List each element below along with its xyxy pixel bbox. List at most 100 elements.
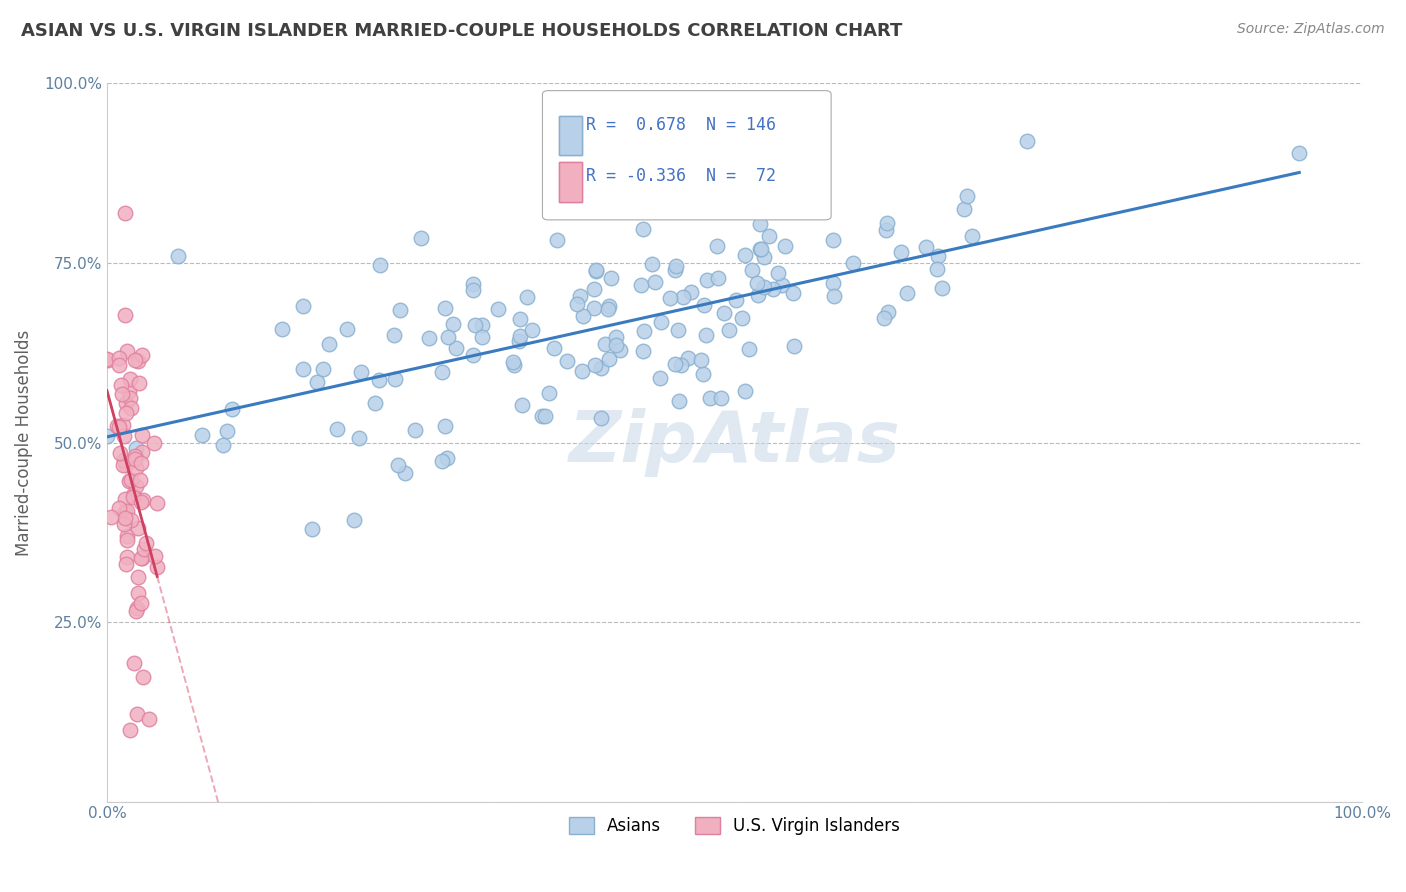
- Point: [120, 401, 142, 415]
- Point: [114, 406, 136, 420]
- Point: [516, 290, 538, 304]
- Point: [138, 712, 160, 726]
- Point: [128, 376, 150, 390]
- Point: [128, 473, 150, 487]
- Point: [107, 419, 129, 434]
- Point: [696, 273, 718, 287]
- Point: [718, 324, 741, 338]
- Point: [132, 493, 155, 508]
- Point: [384, 372, 406, 386]
- Point: [305, 375, 328, 389]
- Point: [876, 216, 898, 230]
- Point: [875, 222, 897, 236]
- Point: [749, 242, 772, 256]
- Point: [890, 244, 912, 259]
- Point: [762, 282, 785, 296]
- FancyBboxPatch shape: [558, 162, 582, 202]
- Point: [749, 218, 772, 232]
- Point: [731, 310, 754, 325]
- Point: [509, 329, 531, 343]
- Point: [463, 277, 485, 292]
- Point: [609, 343, 631, 358]
- Point: [124, 353, 146, 368]
- Point: [112, 453, 135, 467]
- Point: [931, 281, 953, 295]
- Point: [582, 301, 605, 316]
- Point: [876, 304, 898, 318]
- Point: [336, 322, 359, 336]
- Point: [598, 302, 620, 317]
- Point: [115, 343, 138, 358]
- Point: [1015, 134, 1038, 148]
- Point: [291, 362, 314, 376]
- Point: [589, 411, 612, 425]
- Legend: Asians, U.S. Virgin Islanders: Asians, U.S. Virgin Islanders: [561, 809, 908, 844]
- Point: [112, 516, 135, 531]
- Point: [191, 428, 214, 442]
- Point: [117, 529, 139, 543]
- Point: [699, 392, 721, 406]
- Point: [605, 338, 627, 352]
- Point: [713, 306, 735, 320]
- Point: [671, 290, 693, 304]
- Point: [599, 270, 621, 285]
- Point: [533, 409, 555, 423]
- Point: [146, 560, 169, 574]
- Point: [112, 458, 135, 473]
- Point: [692, 367, 714, 381]
- Point: [821, 276, 844, 290]
- Point: [630, 278, 652, 293]
- Point: [409, 230, 432, 244]
- Point: [394, 467, 416, 481]
- Point: [131, 427, 153, 442]
- Point: [571, 364, 593, 378]
- Point: [823, 289, 845, 303]
- Point: [110, 378, 132, 392]
- Point: [734, 248, 756, 262]
- Point: [312, 362, 335, 376]
- Point: [706, 239, 728, 253]
- Point: [557, 354, 579, 368]
- Point: [120, 474, 142, 488]
- Point: [125, 600, 148, 615]
- Point: [441, 317, 464, 331]
- Point: [112, 429, 135, 443]
- Point: [633, 324, 655, 338]
- Point: [707, 270, 730, 285]
- Point: [508, 334, 530, 349]
- Point: [118, 384, 141, 398]
- Text: R = -0.336  N =  72: R = -0.336 N = 72: [586, 168, 776, 186]
- Point: [433, 301, 456, 315]
- Point: [676, 351, 699, 366]
- Point: [115, 458, 138, 473]
- Point: [644, 275, 666, 289]
- Point: [368, 373, 391, 387]
- Point: [111, 386, 134, 401]
- Point: [543, 342, 565, 356]
- Point: [124, 449, 146, 463]
- Point: [695, 328, 717, 343]
- Y-axis label: Married-couple Households: Married-couple Households: [15, 329, 32, 556]
- Point: [896, 285, 918, 300]
- Point: [668, 393, 690, 408]
- Point: [100, 509, 122, 524]
- Point: [131, 348, 153, 362]
- Point: [436, 450, 458, 465]
- Point: [118, 474, 141, 488]
- Point: [631, 221, 654, 235]
- Point: [114, 511, 136, 525]
- Point: [105, 418, 128, 433]
- Point: [127, 354, 149, 368]
- Point: [108, 446, 131, 460]
- Point: [347, 431, 370, 445]
- Text: ZipAtlas: ZipAtlas: [568, 408, 900, 477]
- Point: [124, 461, 146, 475]
- Point: [664, 263, 686, 277]
- Point: [724, 293, 747, 307]
- Point: [520, 323, 543, 337]
- Point: [418, 331, 440, 345]
- Point: [486, 302, 509, 317]
- Point: [585, 264, 607, 278]
- Point: [598, 352, 620, 367]
- Point: [471, 330, 494, 344]
